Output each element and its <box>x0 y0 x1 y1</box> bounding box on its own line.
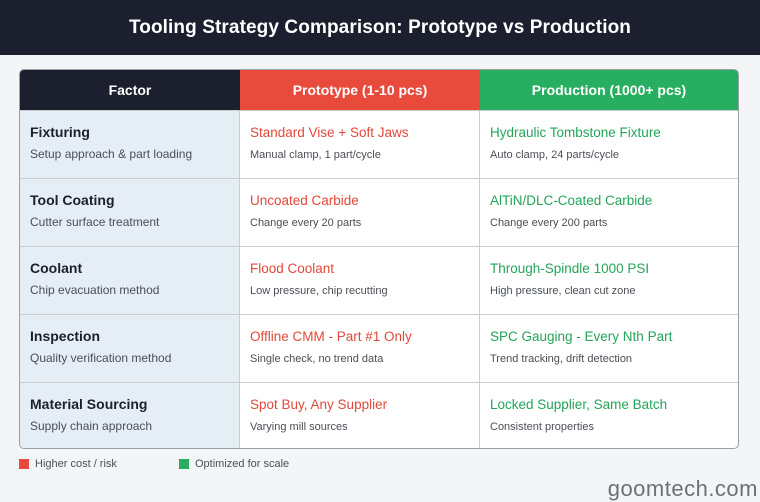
factor-cell: Material Sourcing Supply chain approach <box>20 383 240 448</box>
prototype-cell: Flood Coolant Low pressure, chip recutti… <box>240 247 480 314</box>
table-row: Coolant Chip evacuation method Flood Coo… <box>20 246 738 314</box>
factor-name: Coolant <box>30 260 83 276</box>
red-swatch-icon <box>19 459 29 469</box>
table-row: Material Sourcing Supply chain approach … <box>20 382 738 448</box>
production-detail: High pressure, clean cut zone <box>490 285 636 297</box>
factor-description: Chip evacuation method <box>30 283 160 297</box>
factor-description: Supply chain approach <box>30 419 153 433</box>
production-cell: Through-Spindle 1000 PSI High pressure, … <box>480 247 738 314</box>
production-detail: Change every 200 parts <box>490 217 608 229</box>
prototype-cell: Offline CMM - Part #1 Only Single check,… <box>240 315 480 382</box>
prototype-detail: Low pressure, chip recutting <box>250 285 388 297</box>
legend-label-production: Optimized for scale <box>195 458 290 470</box>
prototype-detail: Varying mill sources <box>250 421 348 433</box>
table-row: Inspection Quality verification method O… <box>20 314 738 382</box>
prototype-cell: Spot Buy, Any Supplier Varying mill sour… <box>240 383 480 448</box>
comparison-table: Factor Prototype (1-10 pcs) Production (… <box>19 69 739 449</box>
prototype-value: Flood Coolant <box>250 261 335 276</box>
watermark: goomtech.com <box>607 476 758 501</box>
legend-item-production: Optimized for scale <box>179 458 289 470</box>
title-bar: Tooling Strategy Comparison: Prototype v… <box>0 0 760 55</box>
legend: Higher cost / risk Optimized for scale <box>19 458 289 470</box>
prototype-detail: Single check, no trend data <box>250 353 384 365</box>
factor-name: Tool Coating <box>30 192 115 208</box>
prototype-detail: Manual clamp, 1 part/cycle <box>250 149 381 161</box>
legend-item-prototype: Higher cost / risk <box>19 458 179 470</box>
production-value: Hydraulic Tombstone Fixture <box>490 125 661 140</box>
production-cell: SPC Gauging - Every Nth Part Trend track… <box>480 315 738 382</box>
production-detail: Trend tracking, drift detection <box>490 353 633 365</box>
factor-name: Material Sourcing <box>30 396 148 412</box>
header-prototype: Prototype (1-10 pcs) <box>240 70 480 110</box>
production-value: Through-Spindle 1000 PSI <box>490 261 650 276</box>
factor-cell: Tool Coating Cutter surface treatment <box>20 179 240 246</box>
production-cell: AlTiN/DLC-Coated Carbide Change every 20… <box>480 179 738 246</box>
table-row: Tool Coating Cutter surface treatment Un… <box>20 178 738 246</box>
factor-name: Fixturing <box>30 124 90 140</box>
production-detail: Auto clamp, 24 parts/cycle <box>490 149 620 161</box>
prototype-cell: Uncoated Carbide Change every 20 parts <box>240 179 480 246</box>
table-row: Fixturing Setup approach & part loading … <box>20 110 738 178</box>
table-header-row: Factor Prototype (1-10 pcs) Production (… <box>20 70 738 110</box>
production-value: Locked Supplier, Same Batch <box>490 397 668 412</box>
header-factor: Factor <box>20 70 240 110</box>
production-cell: Locked Supplier, Same Batch Consistent p… <box>480 383 738 448</box>
prototype-value: Spot Buy, Any Supplier <box>250 397 388 412</box>
prototype-value: Offline CMM - Part #1 Only <box>250 329 412 344</box>
factor-name: Inspection <box>30 328 101 344</box>
prototype-value: Standard Vise + Soft Jaws <box>250 125 409 140</box>
green-swatch-icon <box>179 459 189 469</box>
prototype-cell: Standard Vise + Soft Jaws Manual clamp, … <box>240 111 480 178</box>
factor-description: Setup approach & part loading <box>30 147 193 161</box>
header-production: Production (1000+ pcs) <box>480 70 738 110</box>
production-cell: Hydraulic Tombstone Fixture Auto clamp, … <box>480 111 738 178</box>
prototype-value: Uncoated Carbide <box>250 193 359 208</box>
factor-description: Cutter surface treatment <box>30 215 160 229</box>
factor-description: Quality verification method <box>30 351 172 365</box>
legend-label-prototype: Higher cost / risk <box>35 458 117 470</box>
factor-cell: Coolant Chip evacuation method <box>20 247 240 314</box>
prototype-detail: Change every 20 parts <box>250 217 362 229</box>
production-value: SPC Gauging - Every Nth Part <box>490 329 673 344</box>
factor-cell: Fixturing Setup approach & part loading <box>20 111 240 178</box>
page-title: Tooling Strategy Comparison: Prototype v… <box>128 16 632 38</box>
production-value: AlTiN/DLC-Coated Carbide <box>490 193 653 208</box>
production-detail: Consistent properties <box>490 421 594 433</box>
factor-cell: Inspection Quality verification method <box>20 315 240 382</box>
